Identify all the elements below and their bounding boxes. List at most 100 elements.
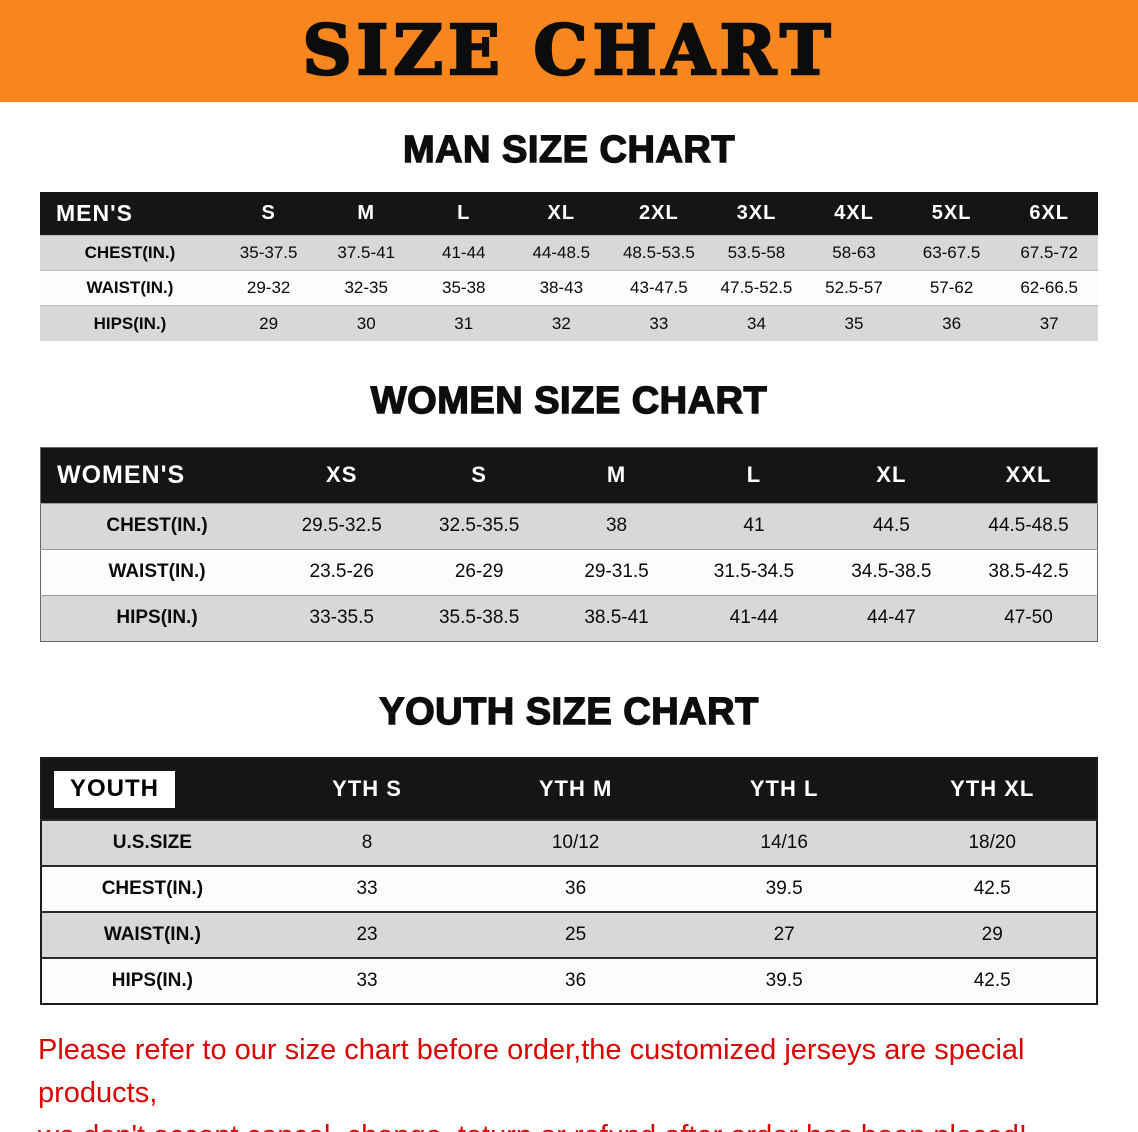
size-value-cell: 29 <box>219 305 318 341</box>
size-value-cell: 29-32 <box>219 270 318 306</box>
measurement-row: HIPS(IN.) 29 30 31 32 33 34 35 36 37 <box>40 305 1098 341</box>
measurement-row: WAIST(IN.) 23.5-26 26-29 29-31.5 31.5-34.5 34… <box>40 548 1098 596</box>
size-column-header: YTH XL <box>888 758 1097 821</box>
row-label-cell: WAIST(IN.) <box>41 911 263 959</box>
size-value-cell: 52.5-57 <box>805 270 903 306</box>
women-section-heading: WOMEN SIZE CHART <box>370 379 768 422</box>
highlighted-table-title: YOUTH <box>54 770 175 808</box>
header-row: YOUTH YTH S YTH M YTH L YTH XL <box>41 758 1097 821</box>
size-value-cell: 62-66.5 <box>1000 270 1098 306</box>
size-column-header: YTH L <box>679 758 889 821</box>
size-value-cell: 34 <box>707 305 806 341</box>
row-label-cell: WAIST(IN.) <box>40 548 274 596</box>
size-value-cell: 44.5 <box>822 502 961 550</box>
women-section: WOMEN SIZE CHART WOMEN'S XS S M L XL XXL CHEST(… <box>0 379 1138 642</box>
size-value-cell: 35-38 <box>414 270 513 306</box>
size-value-cell: 32 <box>512 305 611 341</box>
size-value-cell: 37 <box>1000 305 1098 341</box>
size-value-cell: 25 <box>471 911 680 959</box>
measurement-row: U.S.SIZE 8 10/12 14/16 18/20 <box>41 819 1097 867</box>
size-column-header: XL <box>822 447 961 504</box>
header-row: MEN'S S M L XL 2XL 3XL 4XL 5XL 6XL <box>40 191 1098 236</box>
size-value-cell: 32.5-35.5 <box>410 502 548 550</box>
size-value-cell: 44-48.5 <box>512 235 611 271</box>
measurement-row: HIPS(IN.) 33 36 39.5 42.5 <box>41 957 1097 1005</box>
size-column-header: YTH S <box>262 758 472 821</box>
men-section-heading: MAN SIZE CHART <box>402 129 736 172</box>
row-label-cell: HIPS(IN.) <box>40 594 274 642</box>
size-value-cell: 29-31.5 <box>547 548 686 596</box>
size-value-cell: 8 <box>262 819 472 867</box>
row-label-cell: CHEST(IN.) <box>41 865 263 913</box>
row-label-cell: HIPS(IN.) <box>40 305 220 341</box>
size-value-cell: 38.5-42.5 <box>960 548 1098 596</box>
row-label-cell: WAIST(IN.) <box>40 270 220 306</box>
size-value-cell: 36 <box>471 957 680 1005</box>
size-value-cell: 67.5-72 <box>1000 235 1098 271</box>
disclaimer-line-2: we don't accept cancel, change, teturn o… <box>38 1115 1112 1132</box>
size-value-cell: 44.5-48.5 <box>960 502 1098 550</box>
size-value-cell: 58-63 <box>805 235 903 271</box>
size-value-cell: 38 <box>547 502 686 550</box>
measurement-row: HIPS(IN.) 33-35.5 35.5-38.5 38.5-41 41-44 44-… <box>40 594 1098 642</box>
size-column-header: 6XL <box>1000 191 1098 236</box>
measurement-row: CHEST(IN.) 33 36 39.5 42.5 <box>41 865 1097 913</box>
size-column-header: S <box>410 447 548 504</box>
table-title-cell: MEN'S <box>40 191 220 236</box>
size-column-header: XXL <box>960 447 1098 504</box>
size-value-cell: 31.5-34.5 <box>685 548 823 596</box>
size-value-cell: 41-44 <box>685 594 823 642</box>
size-column-header: M <box>317 191 415 236</box>
size-value-cell: 39.5 <box>679 865 889 913</box>
size-column-header: YTH M <box>471 758 680 821</box>
size-column-header: L <box>685 447 823 504</box>
size-value-cell: 42.5 <box>888 865 1097 913</box>
banner-title: SIZE CHART <box>301 11 836 91</box>
men-size-table: MEN'S S M L XL 2XL 3XL 4XL 5XL 6XL CHEST(IN.) 35-37… <box>40 191 1098 341</box>
header-row: WOMEN'S XS S M L XL XXL <box>40 447 1098 504</box>
size-value-cell: 33-35.5 <box>273 594 411 642</box>
size-value-cell: 18/20 <box>888 819 1097 867</box>
row-label-cell: U.S.SIZE <box>41 819 263 867</box>
size-value-cell: 37.5-41 <box>317 235 415 271</box>
size-value-cell: 47-50 <box>960 594 1098 642</box>
men-section: MAN SIZE CHART MEN'S S M L XL 2XL 3XL 4XL 5XL 6XL… <box>0 129 1138 341</box>
size-value-cell: 39.5 <box>679 957 889 1005</box>
row-label-cell: HIPS(IN.) <box>41 957 263 1005</box>
size-value-cell: 14/16 <box>679 819 889 867</box>
size-value-cell: 10/12 <box>471 819 680 867</box>
size-value-cell: 44-47 <box>822 594 961 642</box>
size-value-cell: 23 <box>262 911 472 959</box>
youth-size-table: YOUTH YTH S YTH M YTH L YTH XL U.S.SIZE 8 10/12… <box>40 757 1098 1006</box>
size-value-cell: 33 <box>262 957 472 1005</box>
size-value-cell: 41 <box>685 502 823 550</box>
size-column-header: 4XL <box>805 191 903 236</box>
youth-section-heading: YOUTH SIZE CHART <box>379 690 759 733</box>
size-value-cell: 27 <box>679 911 889 959</box>
size-value-cell: 29.5-32.5 <box>273 502 411 550</box>
size-value-cell: 26-29 <box>410 548 548 596</box>
size-column-header: 3XL <box>707 191 806 236</box>
size-value-cell: 33 <box>262 865 472 913</box>
size-value-cell: 38-43 <box>512 270 611 306</box>
measurement-row: CHEST(IN.) 29.5-32.5 32.5-35.5 38 41 44.5 44.5… <box>40 502 1098 550</box>
measurement-row: WAIST(IN.) 23 25 27 29 <box>41 911 1097 959</box>
size-value-cell: 42.5 <box>888 957 1097 1005</box>
table-title-cell: YOUTH <box>41 758 263 821</box>
size-column-header: L <box>414 191 513 236</box>
size-column-header: 2XL <box>610 191 708 236</box>
size-value-cell: 29 <box>888 911 1097 959</box>
size-value-cell: 53.5-58 <box>707 235 806 271</box>
size-value-cell: 31 <box>414 305 513 341</box>
size-value-cell: 57-62 <box>902 270 1001 306</box>
size-value-cell: 35 <box>805 305 903 341</box>
row-label-cell: CHEST(IN.) <box>40 502 274 550</box>
youth-section: YOUTH SIZE CHART YOUTH YTH S YTH M YTH L YTH… <box>0 690 1138 1006</box>
women-size-table: WOMEN'S XS S M L XL XXL CHEST(IN.) 29.5-32.5 32.5… <box>40 446 1098 642</box>
table-title-cell: WOMEN'S <box>40 447 274 504</box>
size-value-cell: 47.5-52.5 <box>707 270 806 306</box>
size-value-cell: 38.5-41 <box>547 594 686 642</box>
size-value-cell: 63-67.5 <box>902 235 1001 271</box>
size-value-cell: 33 <box>610 305 708 341</box>
